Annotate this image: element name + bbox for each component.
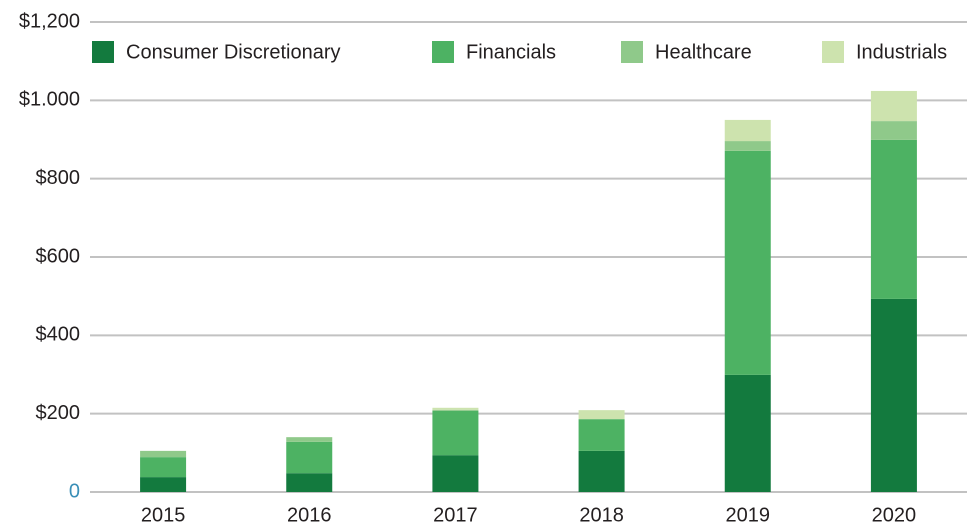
bar-segment <box>870 121 917 140</box>
x-tick-label: 2016 <box>287 504 332 526</box>
bar-segment <box>140 457 187 478</box>
bar-segment <box>432 410 479 456</box>
y-tick-label: 0 <box>69 480 80 502</box>
bar-segment <box>578 410 625 420</box>
legend-swatch <box>621 41 643 63</box>
bar-segment <box>870 139 917 299</box>
x-tick-label: 2018 <box>579 504 624 526</box>
bar-segment <box>432 455 479 492</box>
bar-segment <box>578 450 625 492</box>
y-tick-label: $400 <box>36 324 81 346</box>
bar-segment <box>286 441 333 474</box>
bar-segment <box>870 298 917 492</box>
bar-segment <box>286 473 333 492</box>
legend-label: Consumer Discretionary <box>126 41 341 63</box>
legend-swatch <box>92 41 114 63</box>
legend-swatch <box>822 41 844 63</box>
y-tick-label: $800 <box>36 167 81 189</box>
bar-segment <box>578 419 625 451</box>
bar-segment <box>140 450 187 458</box>
y-tick-label: $200 <box>36 402 81 424</box>
x-tick-label: 2019 <box>726 504 771 526</box>
legend-label: Industrials <box>856 41 947 63</box>
x-tick-label: 2015 <box>141 504 186 526</box>
bar-segment <box>432 409 479 411</box>
bar-segment <box>724 141 771 151</box>
bar-segment <box>286 437 333 442</box>
x-tick-label: 2017 <box>433 504 478 526</box>
bar-segment <box>140 477 187 492</box>
legend-swatch <box>432 41 454 63</box>
y-tick-label: $600 <box>36 245 81 267</box>
x-tick-label: 2020 <box>872 504 917 526</box>
bar-segment <box>870 90 917 122</box>
y-tick-label: $1.000 <box>19 89 80 111</box>
y-tick-label: $1,200 <box>19 10 80 32</box>
bar-segment <box>724 374 771 492</box>
bar-segment <box>724 119 771 142</box>
legend-label: Healthcare <box>655 41 752 63</box>
bar-segment <box>432 407 479 410</box>
legend-label: Financials <box>466 41 556 63</box>
bar-segment <box>724 150 771 375</box>
